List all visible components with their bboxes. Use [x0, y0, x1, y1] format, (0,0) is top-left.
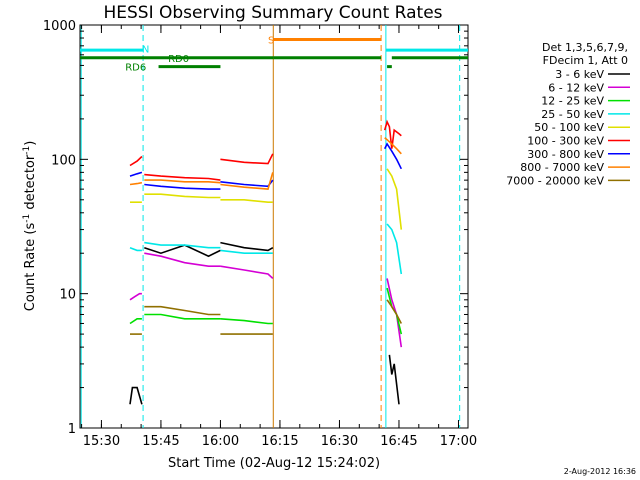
legend-label: 25 - 50 keV	[541, 108, 604, 121]
y-label-part-2: detector	[23, 154, 38, 214]
series-line	[129, 155, 143, 167]
series-line	[129, 171, 143, 177]
series-line	[386, 223, 403, 275]
x-tick-label: 16:00	[202, 434, 239, 449]
series-line	[144, 313, 221, 320]
y-tick-label: 1000	[43, 19, 76, 34]
series-line	[386, 278, 403, 348]
state-bar-label: RD6	[125, 63, 146, 74]
series-line	[383, 119, 402, 149]
series-line	[220, 318, 273, 325]
series-line	[129, 246, 142, 252]
x-tick-label: 16:45	[380, 434, 417, 449]
x-axis-ticks: 15:30 15:45 16:00 16:15 16:30 16:45 17:00	[81, 25, 477, 449]
series-line	[144, 179, 221, 184]
series-line	[129, 317, 142, 325]
series-line	[144, 193, 221, 199]
series-line	[220, 172, 274, 190]
series-line	[383, 142, 403, 170]
y-label-part-1: Count Rate (s	[23, 223, 38, 312]
legend-header-line-2: FDecim 1, Att 0	[543, 54, 628, 67]
legend-header-line-1: Det 1,3,5,6,7,9,	[542, 41, 628, 54]
legend-label: 7000 - 20000 keV	[506, 174, 604, 187]
timestamp: 2-Aug-2012 16:36	[564, 467, 636, 476]
series-line	[388, 354, 400, 405]
series-line	[144, 241, 221, 249]
y-label-sup-2: -1	[22, 146, 32, 155]
legend-label: 50 - 100 keV	[534, 121, 604, 134]
legend-label: 12 - 25 keV	[541, 95, 604, 108]
legend-label: 300 - 800 keV	[527, 148, 604, 161]
plot-frame	[79, 24, 469, 429]
y-axis-label: Count Rate (s-1 detector-1)	[22, 141, 38, 312]
series-line	[220, 199, 273, 203]
series-line	[144, 305, 221, 316]
series-line	[129, 386, 143, 405]
legend: Det 1,3,5,6,7,9, FDecim 1, Att 0 3 - 6 k…	[506, 41, 630, 187]
series-line	[144, 173, 221, 181]
y-label-sup-1: -1	[22, 214, 32, 223]
legend-label: 800 - 7000 keV	[520, 161, 604, 174]
series-line	[386, 299, 403, 324]
state-bar-label: RD0	[168, 54, 189, 65]
series-line	[220, 265, 274, 279]
x-tick-label: 16:30	[321, 434, 358, 449]
series-line	[386, 168, 403, 230]
y-tick-label: 100	[51, 153, 76, 168]
plot-area: N S RD0 RD6 1 10 100 1000 15:30 15:45 16:00 16:15…	[43, 19, 477, 449]
x-tick-label: 15:45	[142, 434, 179, 449]
y-axis-ticks: 1 10 100 1000	[43, 19, 468, 437]
x-tick-label: 17:00	[440, 434, 477, 449]
series-layer	[129, 119, 403, 405]
legend-label: 3 - 6 keV	[555, 68, 604, 81]
x-axis-label: Start Time (02-Aug-12 15:24:02)	[168, 456, 380, 471]
series-line	[220, 241, 274, 252]
chart-title: HESSI Observing Summary Count Rates	[103, 3, 442, 23]
vertical-markers	[80, 25, 461, 428]
state-bar-label: S	[268, 35, 274, 46]
series-line	[144, 183, 221, 190]
series-line	[129, 292, 142, 301]
series-line	[129, 181, 143, 186]
y-label-part-3: )	[23, 141, 38, 146]
x-tick-label: 16:15	[261, 434, 298, 449]
state-bars: N S RD0 RD6	[80, 35, 468, 74]
x-tick-label: 15:30	[83, 434, 120, 449]
legend-label: 6 - 12 keV	[548, 81, 604, 94]
legend-label: 100 - 300 keV	[527, 135, 604, 148]
y-tick-label: 1	[68, 422, 76, 437]
series-line	[144, 252, 221, 268]
y-tick-label: 10	[59, 288, 76, 303]
state-bar-label: N	[142, 44, 149, 55]
series-line	[384, 137, 402, 155]
series-line	[220, 249, 273, 254]
series-line	[220, 153, 274, 165]
